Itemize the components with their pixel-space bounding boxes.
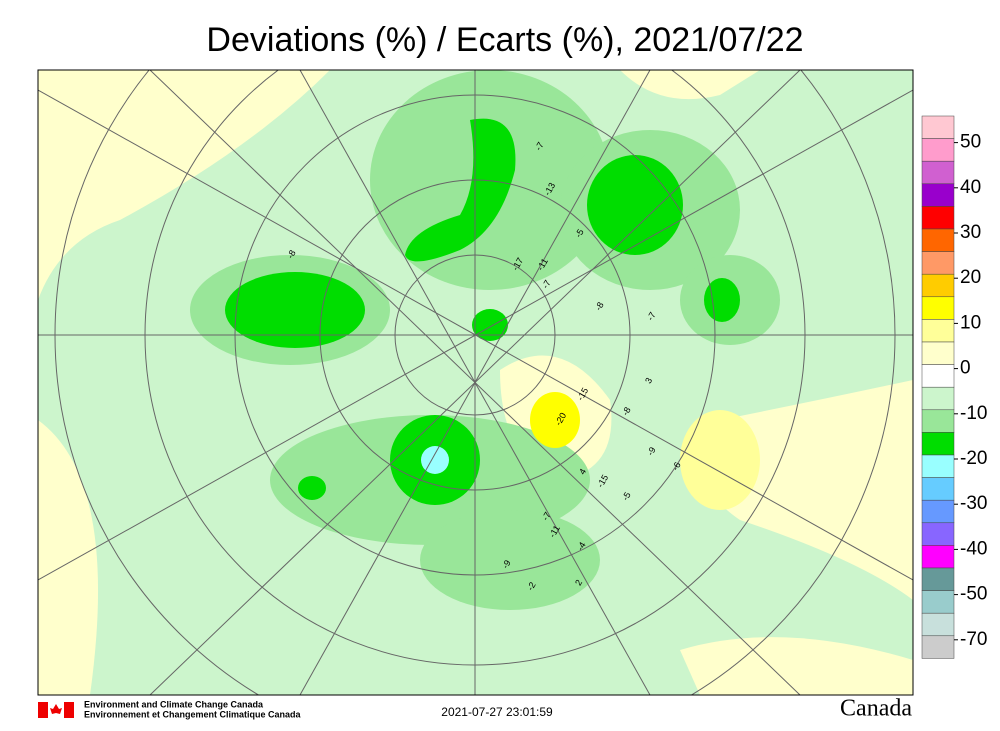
station-value: 4 <box>577 467 588 476</box>
strong-negative-area <box>298 476 326 500</box>
legend-label: -50 <box>960 584 987 605</box>
wordmark: Canada <box>840 696 912 722</box>
strong-negative-area <box>704 278 740 322</box>
legend: 50 40 30 20 10 0 -10 -20 -30 -40 -50 -70 <box>921 115 987 659</box>
station-value: -9 <box>500 558 513 570</box>
strong-negative-area <box>472 309 508 341</box>
negative-area <box>420 510 600 610</box>
station-value: -8 <box>620 405 633 417</box>
station-value: -8 <box>285 248 298 260</box>
station-value: -7 <box>645 310 658 322</box>
station-value: -7 <box>533 140 546 152</box>
legend-label: 10 <box>960 312 981 333</box>
positive-area <box>38 70 330 300</box>
station-value: -5 <box>573 227 586 239</box>
legend-label: 20 <box>960 267 981 288</box>
legend-swatch <box>921 364 955 388</box>
legend-swatch <box>921 454 955 478</box>
legend-label: -70 <box>960 629 987 650</box>
agency-en: Environment and Climate Change Canada <box>84 699 264 709</box>
graticule <box>38 70 913 695</box>
station-value: -2 <box>525 580 538 592</box>
flag-leaf <box>50 704 62 714</box>
legend-swatch <box>921 590 955 614</box>
very-negative-area <box>421 446 449 474</box>
legend-swatch <box>921 296 955 320</box>
legend-swatch <box>921 386 955 411</box>
legend-swatch <box>921 522 955 546</box>
station-value: -7 <box>540 278 553 290</box>
legend-swatch <box>921 138 955 162</box>
legend-swatch <box>921 499 955 524</box>
station-value: -8 <box>593 300 606 312</box>
legend-swatch <box>921 319 955 343</box>
legend-swatch <box>921 567 955 591</box>
agency-fr: Environnement et Changement Climatique C… <box>84 709 302 719</box>
legend-swatch <box>921 228 955 252</box>
legend-label: -40 <box>960 538 987 559</box>
station-value: -6 <box>670 460 683 472</box>
legend-label: 50 <box>960 132 981 153</box>
legend-swatch <box>921 206 955 230</box>
station-value: -7 <box>540 510 553 522</box>
station-value: -9 <box>645 445 658 457</box>
timestamp: 2021-07-27 23:01:59 <box>441 705 553 719</box>
legend-label: -10 <box>960 403 987 424</box>
map <box>38 70 913 695</box>
legend-label: -30 <box>960 493 987 514</box>
strong-negative-area <box>587 155 683 255</box>
legend-swatch <box>921 432 955 456</box>
flag-bar <box>64 702 74 718</box>
flag-bar <box>38 702 48 718</box>
yellow-area <box>530 392 580 448</box>
station-value: -5 <box>620 490 633 502</box>
legend-swatch <box>921 160 955 185</box>
positive-area <box>38 420 99 695</box>
title: Deviations (%) / Ecarts (%), 2021/07/22 <box>206 21 803 59</box>
legend-label: 0 <box>960 358 971 379</box>
legend-swatch <box>921 409 955 433</box>
legend-swatch <box>921 341 955 365</box>
legend-label: 40 <box>960 177 981 198</box>
legend-swatch <box>921 612 955 637</box>
legend-swatch <box>921 273 955 298</box>
positive-area <box>704 380 913 600</box>
legend-label: 30 <box>960 222 981 243</box>
positive-area <box>680 637 913 695</box>
yellow-area <box>680 410 760 510</box>
station-value: 3 <box>643 376 654 385</box>
legend-swatch <box>921 183 955 207</box>
station-value: 2 <box>573 578 584 587</box>
legend-swatch <box>921 477 955 501</box>
legend-label: -20 <box>960 448 987 469</box>
strong-negative-area <box>405 118 516 262</box>
strong-negative-area <box>225 272 365 348</box>
legend-swatch <box>921 545 955 569</box>
legend-swatch <box>921 635 955 659</box>
station-value: -4 <box>575 540 588 552</box>
legend-swatch <box>921 251 955 275</box>
legend-swatch <box>921 115 955 139</box>
map-frame <box>37 69 914 696</box>
